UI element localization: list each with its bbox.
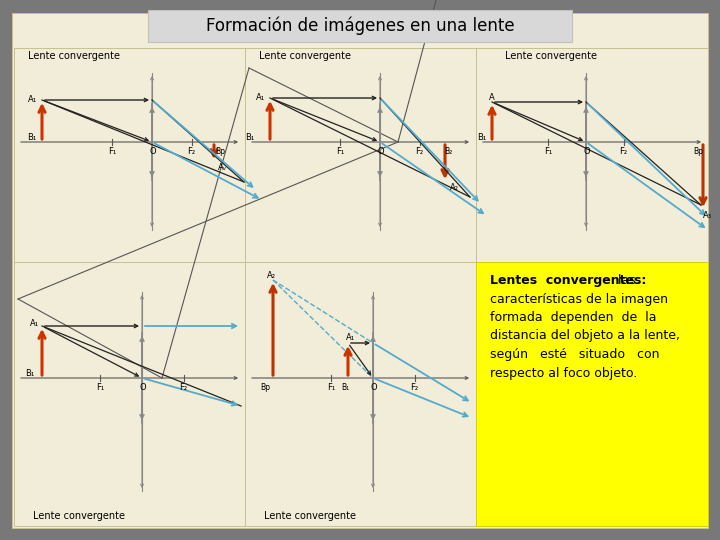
Text: O: O: [140, 382, 146, 392]
Text: A₃: A₃: [703, 211, 711, 219]
Text: F₁: F₁: [108, 146, 116, 156]
Text: Lentes  convergentes:: Lentes convergentes:: [490, 274, 647, 287]
Text: A₁: A₁: [256, 92, 264, 102]
Bar: [245, 262, 476, 526]
Text: F₁: F₁: [327, 382, 335, 392]
Bar: [245, 48, 476, 262]
Bar: [14, 262, 245, 526]
Text: A: A: [489, 93, 495, 103]
Text: Lente convergente: Lente convergente: [505, 51, 597, 61]
Text: Formación de imágenes en una lente: Formación de imágenes en una lente: [206, 17, 514, 35]
Bar: [148, 10, 572, 42]
Text: F₂: F₂: [179, 382, 187, 392]
Text: Lente convergente: Lente convergente: [264, 511, 356, 521]
Bar: [14, 48, 245, 262]
Text: B₁: B₁: [25, 368, 35, 377]
Text: B₁: B₁: [27, 132, 37, 141]
Text: Lente convergente: Lente convergente: [259, 51, 351, 61]
Text: Aᵥ: Aᵥ: [218, 163, 228, 172]
Text: O: O: [378, 146, 384, 156]
Text: A₁: A₁: [27, 94, 37, 104]
Text: B₁: B₁: [246, 132, 255, 141]
Text: O: O: [584, 146, 590, 156]
Text: A₂: A₂: [449, 183, 459, 192]
Text: F₁: F₁: [544, 146, 552, 156]
Text: F₂: F₂: [619, 146, 627, 156]
Text: Lente convergente: Lente convergente: [33, 511, 125, 521]
Text: A₂: A₂: [266, 271, 276, 280]
Text: B₂: B₂: [444, 146, 452, 156]
Text: B₁: B₁: [341, 382, 349, 392]
Text: O: O: [371, 382, 377, 392]
Text: F₂: F₂: [187, 146, 195, 156]
Text: F₁: F₁: [336, 146, 344, 156]
Text: Lente convergente: Lente convergente: [28, 51, 120, 61]
Text: Bp: Bp: [215, 146, 225, 156]
Text: O: O: [150, 146, 156, 156]
Text: A₁: A₁: [346, 334, 354, 342]
Text: B₁: B₁: [477, 132, 487, 141]
Text: F₂: F₂: [410, 382, 418, 392]
Text: Bp: Bp: [693, 146, 703, 156]
Text: Bp: Bp: [260, 382, 270, 392]
Text: A₁: A₁: [30, 320, 39, 328]
Bar: [476, 262, 708, 526]
Text: F₁: F₁: [96, 382, 104, 392]
Text: F₂: F₂: [415, 146, 423, 156]
Text: las
características de la imagen
formada  dependen  de  la
distancia del objeto : las características de la imagen formada…: [490, 274, 680, 380]
Bar: [476, 48, 708, 262]
